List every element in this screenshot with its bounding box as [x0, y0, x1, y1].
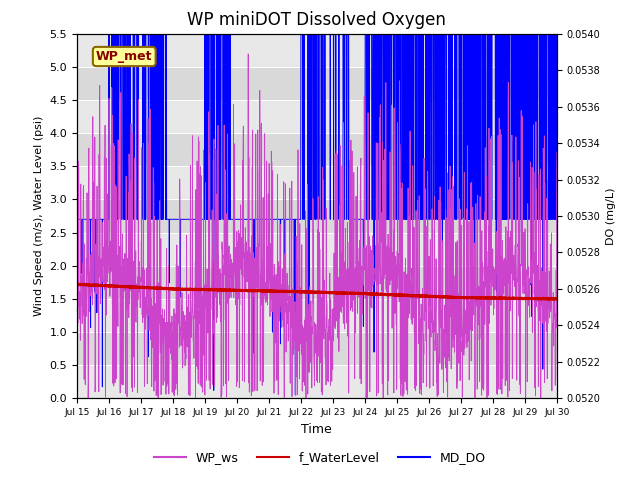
Legend: WP_ws, f_WaterLevel, MD_DO: WP_ws, f_WaterLevel, MD_DO	[149, 446, 491, 469]
Bar	[77, 199, 557, 233]
Y-axis label: Wind Speed (m/s), Water Level (psi): Wind Speed (m/s), Water Level (psi)	[34, 116, 44, 316]
Bar	[77, 133, 557, 166]
Bar	[77, 332, 557, 365]
Y-axis label: DO (mg/L): DO (mg/L)	[606, 187, 616, 245]
X-axis label: Time: Time	[301, 423, 332, 436]
Title: WP miniDOT Dissolved Oxygen: WP miniDOT Dissolved Oxygen	[188, 11, 446, 29]
Bar	[77, 266, 557, 299]
Text: WP_met: WP_met	[96, 50, 152, 63]
Bar	[77, 67, 557, 100]
